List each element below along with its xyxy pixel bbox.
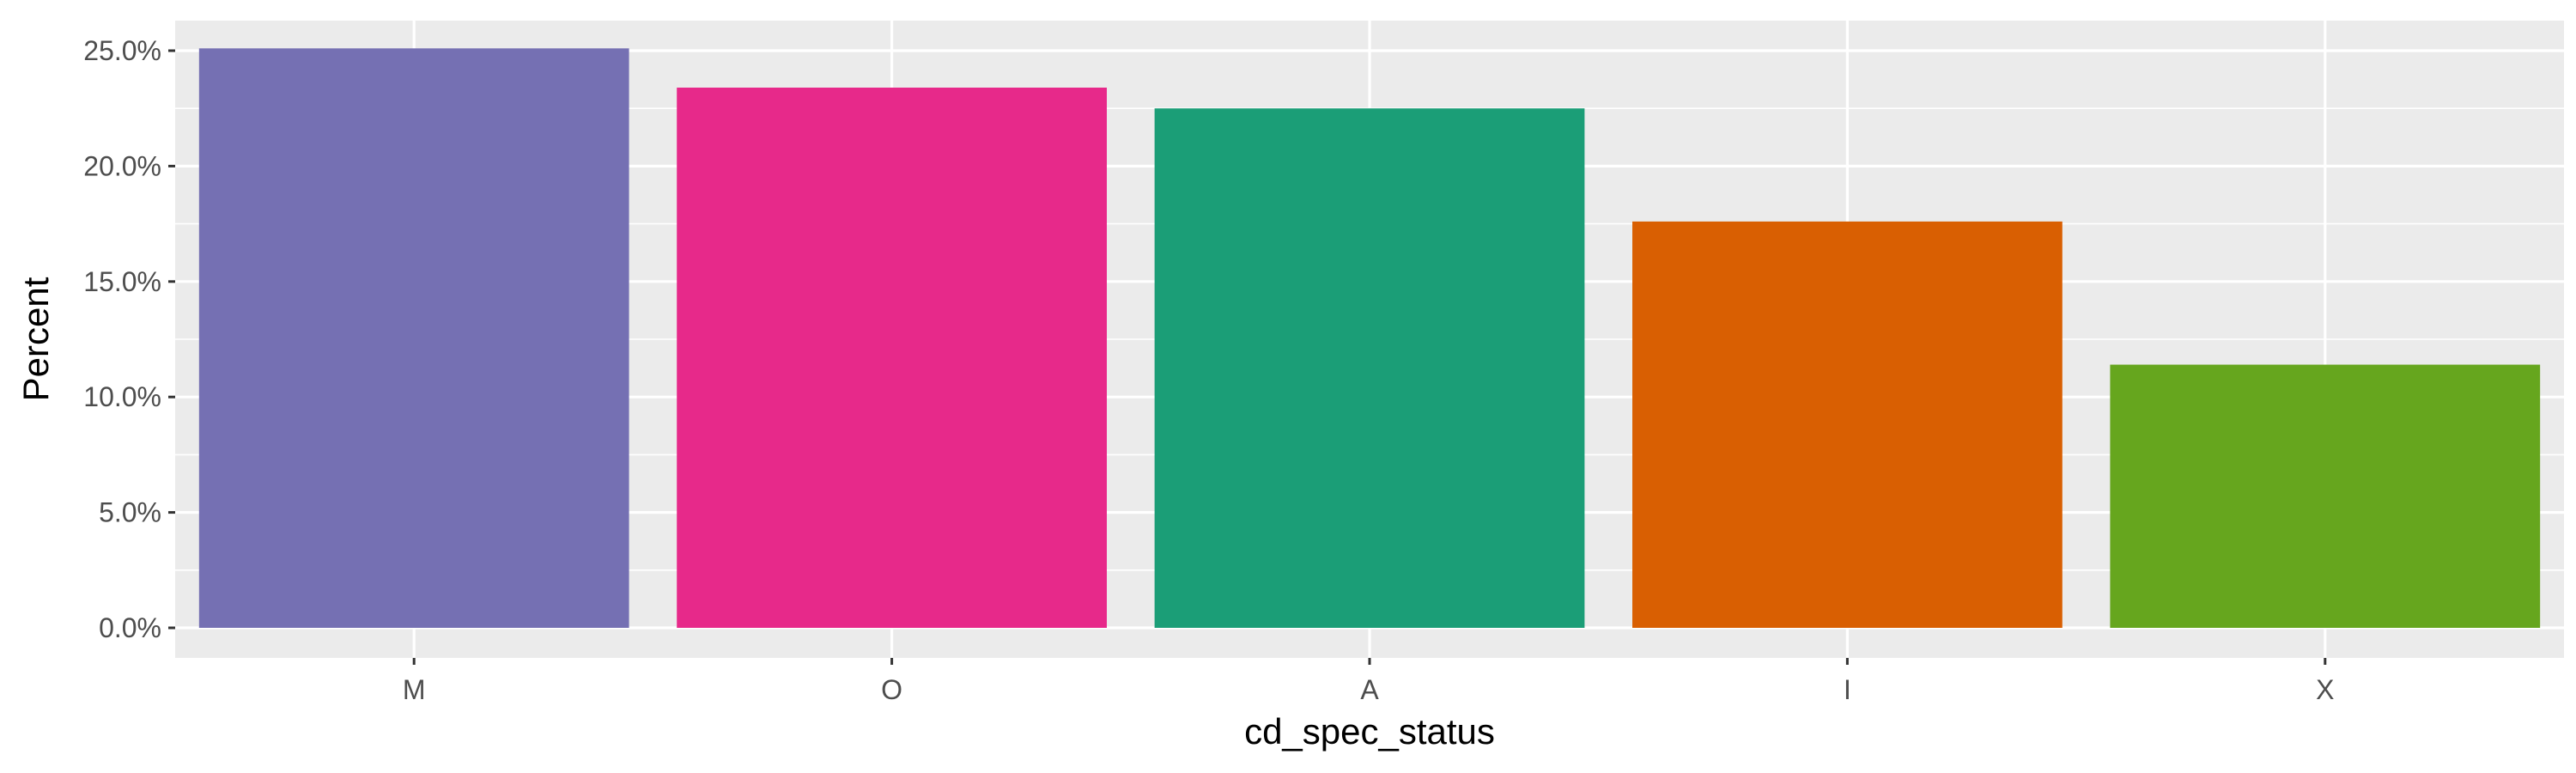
bar-O [677,88,1107,629]
x-tick-label: O [881,674,902,705]
y-tick-label: 5.0% [99,497,161,528]
x-axis-title: cd_spec_status [1244,711,1495,752]
y-tick-label: 0.0% [99,612,161,643]
x-tick-label: I [1844,674,1851,705]
y-axis-title: Percent [15,277,56,401]
y-axis-ticks: 0.0% 5.0% 10.0% 15.0% 20.0% 25.0% [83,35,175,643]
y-tick-label: 10.0% [83,381,161,412]
x-tick-label: A [1360,674,1379,705]
bar-M [198,48,629,628]
bars [198,48,2541,629]
x-tick-label: M [403,674,426,705]
bar-A [1154,108,1585,628]
y-tick-label: 20.0% [83,150,161,181]
bar-X [2110,364,2541,628]
y-tick-label: 25.0% [83,35,161,66]
y-tick-label: 15.0% [83,266,161,297]
x-tick-label: X [2316,674,2334,705]
bar-I [1632,221,2063,628]
